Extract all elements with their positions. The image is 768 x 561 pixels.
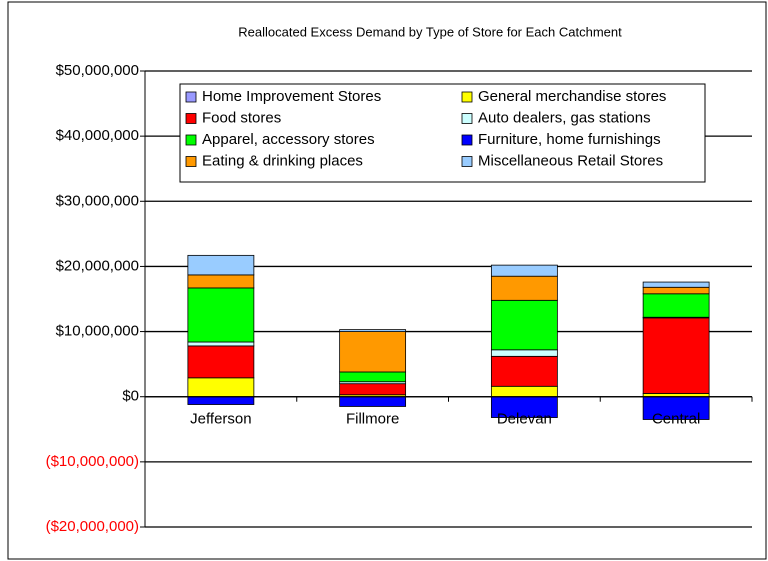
bar-segment	[187, 345, 255, 379]
bar-segment	[339, 396, 407, 407]
bar-segment	[187, 396, 255, 405]
legend-swatch	[185, 91, 197, 103]
legend-label: General merchandise stores	[478, 88, 666, 105]
y-tick-label: $30,000,000	[56, 192, 139, 209]
bar-segment	[490, 385, 558, 398]
bar-segment	[187, 377, 255, 398]
legend-box	[179, 83, 706, 183]
bar-segment	[490, 349, 558, 357]
y-tick-label: $50,000,000	[56, 62, 139, 79]
bar-segment	[490, 299, 558, 351]
legend-swatch	[461, 91, 473, 103]
bar-segment	[187, 287, 255, 343]
legend-swatch	[185, 156, 197, 167]
bar-segment	[339, 383, 407, 396]
bar-segment	[642, 286, 710, 295]
y-tick-label: ($10,000,000)	[46, 453, 139, 470]
legend-label: Eating & drinking places	[202, 152, 363, 169]
legend-label: Home Improvement Stores	[202, 88, 381, 105]
legend-label: Apparel, accessory stores	[202, 131, 375, 148]
bar-segment	[490, 264, 558, 277]
legend-swatch	[461, 156, 473, 167]
y-tick-label: $40,000,000	[56, 127, 139, 144]
bar-segment	[187, 341, 255, 347]
bar-segment	[490, 275, 558, 301]
x-tick-label: Delevan	[497, 411, 552, 428]
legend-label: Auto dealers, gas stations	[478, 109, 651, 126]
bar-segment	[490, 355, 558, 387]
bar-segment	[642, 293, 710, 318]
bar-segment	[642, 281, 710, 288]
legend-swatch	[185, 134, 197, 146]
legend-label: Food stores	[202, 109, 281, 126]
bar-segment	[339, 371, 407, 383]
y-tick-label: ($20,000,000)	[46, 518, 139, 535]
bar-segment	[187, 274, 255, 289]
legend-swatch	[461, 134, 473, 146]
legend-label: Furniture, home furnishings	[478, 131, 661, 148]
legend-label: Miscellaneous Retail Stores	[478, 152, 663, 169]
bar-segment	[642, 317, 710, 394]
y-tick-label: $20,000,000	[56, 257, 139, 274]
legend-swatch	[461, 113, 473, 124]
bar-segment	[339, 329, 407, 332]
y-tick-label: $10,000,000	[56, 323, 139, 340]
x-tick-label: Central	[652, 411, 700, 428]
legend-swatch	[185, 113, 197, 124]
y-tick-label: $0	[122, 388, 139, 405]
bar-segment	[187, 254, 255, 276]
bar-segment	[339, 331, 407, 373]
chart-title: Reallocated Excess Demand by Type of Sto…	[238, 24, 622, 39]
x-tick-label: Fillmore	[346, 411, 399, 428]
x-tick-label: Jefferson	[190, 411, 251, 428]
